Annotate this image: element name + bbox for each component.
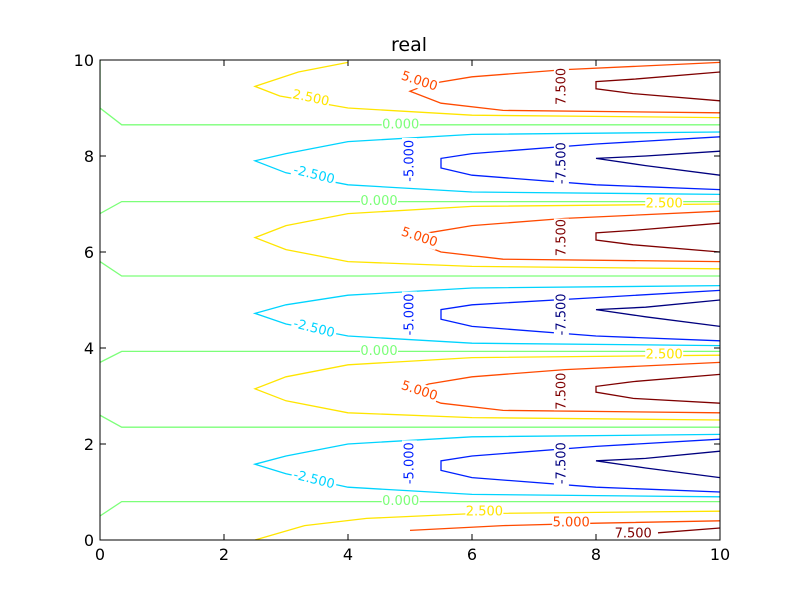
contour-label-background xyxy=(399,68,440,95)
contour-line xyxy=(100,500,720,517)
contour-label: -7.500 xyxy=(554,442,569,484)
contour-label-background xyxy=(553,140,569,186)
contour-label: 5.000 xyxy=(399,378,439,404)
contour-label-background xyxy=(645,196,684,211)
contour-line xyxy=(409,520,720,532)
contour-line xyxy=(254,510,720,540)
contour-label: 2.500 xyxy=(646,348,683,363)
contour-label-background xyxy=(290,86,332,110)
contour-label: 5.000 xyxy=(553,516,590,531)
contour-label-background xyxy=(381,116,420,132)
contour-label-background xyxy=(553,67,569,106)
contour-label: 0.000 xyxy=(382,117,419,132)
contour-label: 2.500 xyxy=(291,87,331,109)
contour-label-background xyxy=(402,440,417,487)
contour-label-background xyxy=(553,291,569,338)
contour-line xyxy=(595,71,720,102)
y-tick-label: 2 xyxy=(84,435,94,454)
contour-line xyxy=(100,261,720,277)
contour-line xyxy=(253,354,720,421)
contour-line xyxy=(100,60,720,126)
contour-line xyxy=(100,350,720,363)
contour-label: 7.500 xyxy=(554,373,569,410)
contour-lines xyxy=(100,60,720,540)
contour-label-background xyxy=(553,218,569,257)
contour-label-background xyxy=(402,138,417,184)
contour-label: 2.500 xyxy=(466,505,503,520)
contour-label: -7.500 xyxy=(554,142,569,184)
y-tick-label: 0 xyxy=(84,531,94,550)
contour-line xyxy=(252,433,720,498)
plot-frame xyxy=(99,59,721,541)
contour-label-background xyxy=(381,493,420,509)
x-tick-label: 2 xyxy=(219,545,229,564)
contour-line xyxy=(657,527,720,534)
contour-label: -7.500 xyxy=(554,293,569,335)
contour-label-background xyxy=(290,315,338,342)
x-tick-label: 10 xyxy=(710,545,730,564)
contour-label-background xyxy=(402,291,417,338)
contour-line xyxy=(595,450,720,479)
contour-line xyxy=(440,438,720,493)
contour-label: -5.000 xyxy=(403,293,418,335)
contour-line xyxy=(440,289,720,342)
x-tick-label: 0 xyxy=(95,545,105,564)
contour-label: 5.000 xyxy=(399,69,439,95)
contour-label: 0.000 xyxy=(360,194,397,209)
contour-line xyxy=(440,136,720,191)
contour-line xyxy=(595,150,720,176)
contour-label-background xyxy=(614,525,653,541)
contour-label: 7.500 xyxy=(554,68,569,105)
contour-label-background xyxy=(290,466,338,493)
contour-label: -2.500 xyxy=(292,163,336,188)
x-tick-label: 8 xyxy=(591,545,601,564)
contour-line xyxy=(253,203,720,270)
contour-line xyxy=(100,200,720,215)
contour-line xyxy=(595,373,720,404)
y-tick-label: 6 xyxy=(84,243,94,262)
contour-line xyxy=(595,222,720,253)
contour-label-background xyxy=(553,372,569,411)
chart-title: real xyxy=(391,34,427,56)
contour-label-background xyxy=(552,515,591,531)
y-tick-label: 8 xyxy=(84,147,94,166)
y-tick-label: 4 xyxy=(84,339,94,358)
contour-line xyxy=(252,131,720,196)
contour-label: 5.000 xyxy=(399,225,439,251)
contour-label-background xyxy=(399,377,440,404)
contour-label: 0.000 xyxy=(382,494,419,509)
contour-label-background xyxy=(465,504,504,520)
x-tick-label: 4 xyxy=(343,545,353,564)
contour-label-background xyxy=(553,440,569,487)
contour-label: -2.500 xyxy=(292,468,336,493)
contour-label-background xyxy=(399,224,440,251)
contour-label: 7.500 xyxy=(615,526,652,541)
x-axis: 0 2 4 6 8 10 xyxy=(95,60,730,564)
contour-label-background xyxy=(645,347,684,363)
contour-line xyxy=(252,284,720,347)
y-tick-label: 10 xyxy=(74,51,94,70)
contour-label: 0.000 xyxy=(360,344,397,359)
contour-label: -5.000 xyxy=(403,442,418,484)
contour-line xyxy=(100,414,720,428)
contour-line xyxy=(253,61,720,119)
contour-label-background xyxy=(360,343,398,359)
contour-label: 7.500 xyxy=(554,219,569,256)
x-tick-label: 6 xyxy=(467,545,477,564)
y-axis: 0 2 4 6 8 10 xyxy=(74,51,720,550)
contour-label: 2.500 xyxy=(646,197,683,212)
contour-line xyxy=(595,299,720,328)
contour-label-background xyxy=(360,193,398,209)
contour-label: -2.500 xyxy=(292,316,336,341)
contour-label: -5.000 xyxy=(403,140,418,182)
contour-label-background xyxy=(290,161,338,188)
